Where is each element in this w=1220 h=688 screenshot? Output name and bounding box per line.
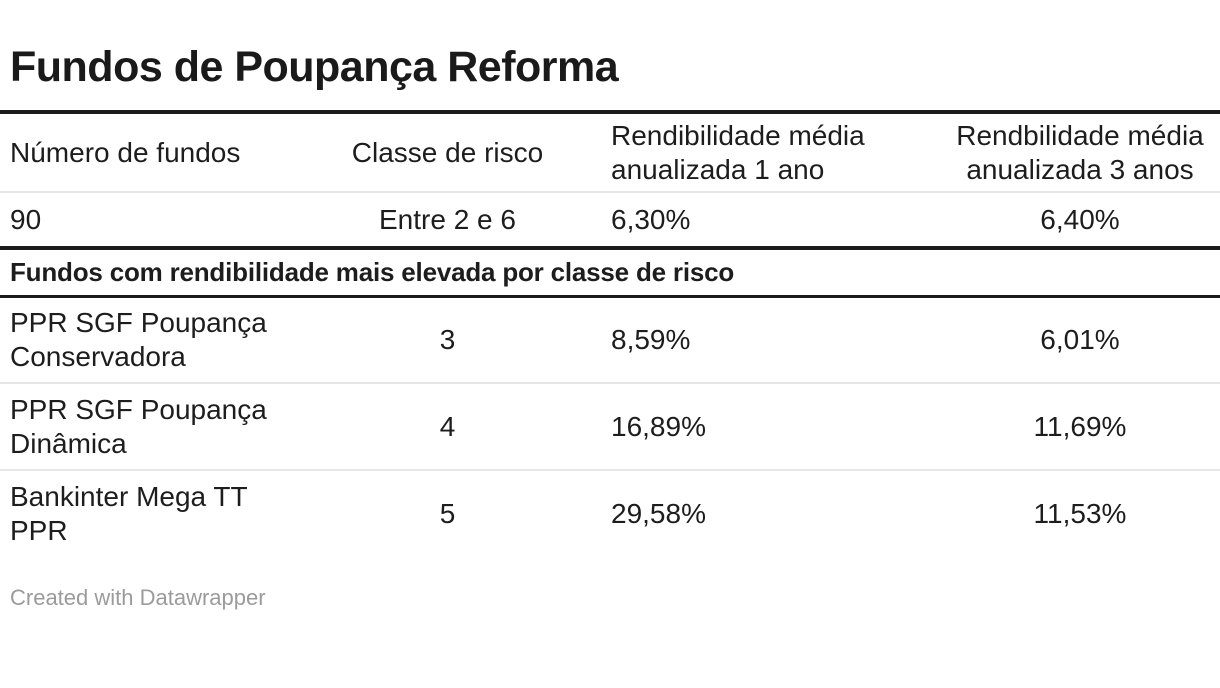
col-header-classe-de-risco: Classe de risco <box>351 136 544 168</box>
cell-numero-de-fundos: 90 <box>10 203 42 235</box>
cell-rendibilidade-3-anos: 11,53% <box>1033 498 1127 529</box>
datawrapper-table-chart: Fundos de Poupança Reforma Número de fun… <box>0 42 1220 611</box>
cell-fund-name: Bankinter Mega TT PPR <box>10 481 248 546</box>
data-table: Número de fundos Classe de risco Rendibi… <box>0 110 1220 557</box>
cell-rendibilidade-3-anos: 6,40% <box>1040 203 1120 235</box>
chart-footer: Created with Datawrapper <box>10 585 1210 611</box>
cell-rendibilidade-1-ano: 8,59% <box>611 323 691 355</box>
cell-rendibilidade-3-anos: 6,01% <box>1040 323 1120 355</box>
col-header-rendibilidade-1-ano: Rendibilidade média anualizada 1 ano <box>611 119 865 185</box>
cell-rendibilidade-1-ano: 29,58% <box>611 498 706 529</box>
cell-rendibilidade-1-ano: 6,30% <box>611 203 691 235</box>
table-row-fund-dinamica: PPR SGF Poupança Dinâmica 4 16,89% 11,69… <box>0 383 1220 470</box>
cell-fund-name: PPR SGF Poupança Dinâmica <box>10 393 267 459</box>
cell-rendibilidade-1-ano: 16,89% <box>611 410 706 442</box>
section-header-label: Fundos com rendibilidade mais elevada po… <box>10 256 735 287</box>
col-header-rendibilidade-3-anos: Rendbilidade média anualizada 3 anos <box>956 119 1204 185</box>
cell-classe-de-risco: 3 <box>439 323 456 355</box>
cell-classe-de-risco: 5 <box>439 498 456 529</box>
cell-classe-de-risco: 4 <box>439 410 456 442</box>
table-row-fund-bankinter: Bankinter Mega TT PPR 5 29,58% 11,53% <box>0 470 1220 557</box>
table-header-row: Número de fundos Classe de risco Rendibi… <box>0 112 1220 192</box>
chart-title: Fundos de Poupança Reforma <box>10 43 619 91</box>
cell-fund-name: PPR SGF Poupança Conservadora <box>10 306 267 372</box>
cell-classe-de-risco: Entre 2 e 6 <box>379 203 516 235</box>
col-header-numero-de-fundos: Número de fundos <box>10 136 241 168</box>
table-section-row: Fundos com rendibilidade mais elevada po… <box>0 248 1220 296</box>
cell-rendibilidade-3-anos: 11,69% <box>1033 410 1127 442</box>
table-row-summary: 90 Entre 2 e 6 6,30% 6,40% <box>0 192 1220 248</box>
table-row-fund-conservadora: PPR SGF Poupança Conservadora 3 8,59% 6,… <box>0 296 1220 383</box>
datawrapper-credit-link[interactable]: Created with Datawrapper <box>10 585 266 610</box>
